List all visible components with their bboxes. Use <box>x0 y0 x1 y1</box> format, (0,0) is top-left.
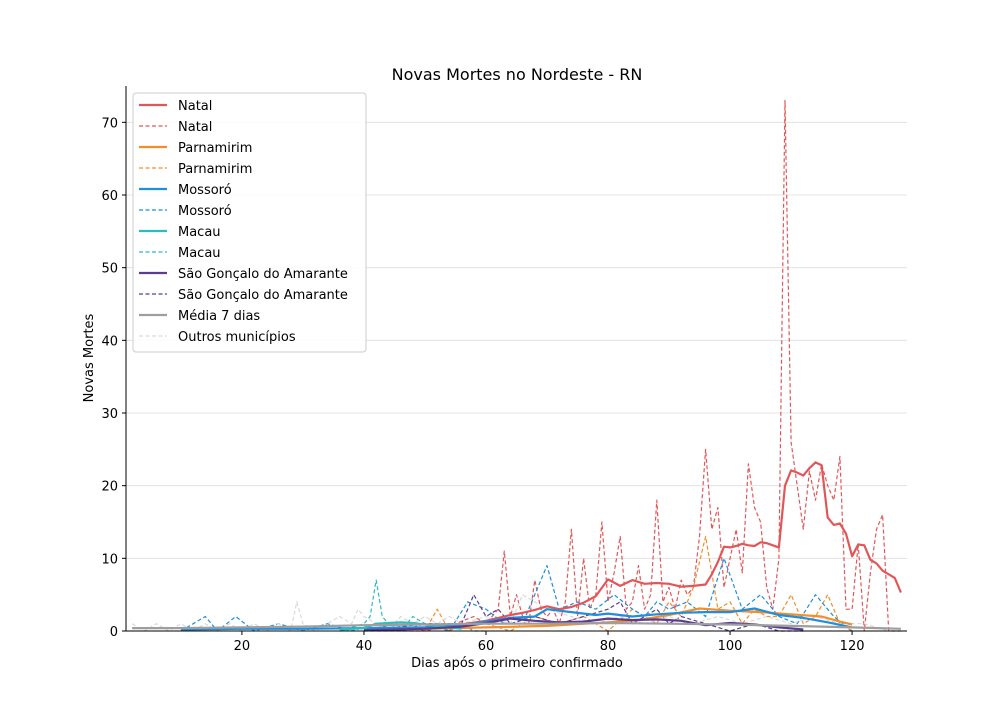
legend-label: São Gonçalo do Amarante <box>178 288 348 303</box>
x-axis-label: Dias após o primeiro confirmado <box>411 656 623 671</box>
y-tick-label: 30 <box>101 407 118 422</box>
x-tick-label: 100 <box>718 639 743 654</box>
chart-title: Novas Mortes no Nordeste - RN <box>392 65 643 84</box>
legend: Natal Natal Parnamirim Parnamirim Mossoró Mos… <box>132 92 367 353</box>
y-tick-label: 40 <box>101 334 118 349</box>
series-layer <box>131 99 902 632</box>
legend-label: Natal <box>178 99 212 114</box>
y-tick-label: 0 <box>110 625 118 640</box>
x-tick-label: 80 <box>600 639 617 654</box>
legend-label: Mossoró <box>178 204 232 219</box>
series-line-11 <box>132 621 901 630</box>
y-axis-label: Novas Mortes <box>82 313 97 402</box>
series-line-3 <box>424 607 853 630</box>
series-line-1 <box>363 461 902 630</box>
legend-label: Macau <box>178 246 221 261</box>
y-tick-label: 50 <box>101 262 118 277</box>
x-tick-label: 20 <box>234 639 251 654</box>
legend-label: Média 7 dias <box>178 309 260 324</box>
series-line-2 <box>364 535 853 632</box>
y-tick-label: 20 <box>101 480 118 495</box>
series-line-0 <box>363 99 901 632</box>
legend-label: Mossoró <box>178 183 232 198</box>
legend-label: Natal <box>178 120 212 135</box>
series-line-5 <box>180 607 853 631</box>
legend-label: Macau <box>178 225 221 240</box>
x-tick-label: 40 <box>356 639 373 654</box>
axes <box>125 86 907 632</box>
x-tick-label: 60 <box>478 639 495 654</box>
ticks: 0 10 20 30 40 50 60 70 20 40 60 80 100 120 <box>101 116 864 654</box>
legend-box <box>132 92 367 353</box>
legend-label: Parnamirim <box>178 162 252 177</box>
y-tick-label: 10 <box>101 552 118 567</box>
y-tick-label: 60 <box>101 189 118 204</box>
legend-label: Parnamirim <box>178 141 252 156</box>
legend-label: Outros municípios <box>178 330 296 345</box>
series-line-10 <box>131 594 889 632</box>
x-tick-label: 120 <box>840 639 865 654</box>
y-tick-label: 70 <box>101 116 118 131</box>
legend-label: São Gonçalo do Amarante <box>178 267 348 282</box>
